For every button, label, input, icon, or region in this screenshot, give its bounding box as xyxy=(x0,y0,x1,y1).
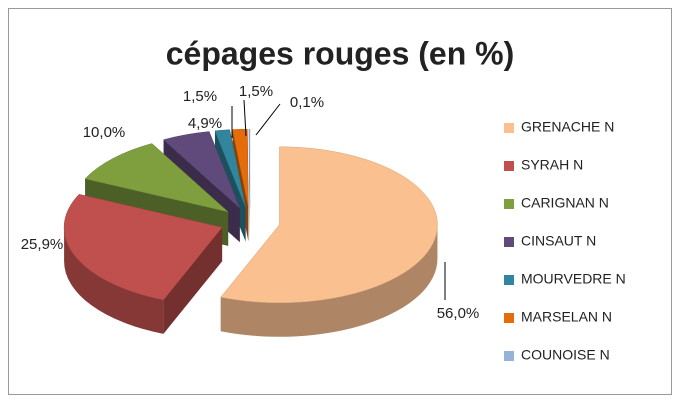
slice xyxy=(163,131,240,209)
legend-label: GRENACHE N xyxy=(521,119,614,135)
data-label: 56,0% xyxy=(437,305,480,322)
slice xyxy=(63,194,223,301)
legend-swatch xyxy=(504,123,514,133)
slice xyxy=(84,143,229,213)
chart-title: cépages rouges (en %) xyxy=(166,35,515,71)
legend-swatch xyxy=(504,313,514,323)
slice-wall xyxy=(220,224,438,337)
legend-label: CARIGNAN N xyxy=(521,195,609,211)
legend-swatch xyxy=(504,161,514,171)
leader-line xyxy=(243,99,247,137)
slice xyxy=(232,128,249,208)
legend-label: MARSELAN N xyxy=(521,309,612,325)
legend-swatch xyxy=(504,237,514,247)
legend-swatch xyxy=(504,199,514,209)
legend-label: CINSAUT N xyxy=(521,233,596,249)
slice xyxy=(248,128,251,208)
data-label: 10,0% xyxy=(83,124,126,141)
legend-swatch xyxy=(504,275,514,285)
data-label: 1,5% xyxy=(183,88,217,105)
legend-swatch xyxy=(504,351,514,361)
legend-label: MOURVEDRE N xyxy=(521,271,626,287)
data-label: 0,1% xyxy=(290,94,324,111)
slice xyxy=(214,129,246,208)
slice xyxy=(220,146,438,304)
leader-line xyxy=(255,103,281,136)
data-label: 25,9% xyxy=(21,236,64,253)
slice-wall xyxy=(64,227,164,334)
data-label: 4,9% xyxy=(188,115,222,132)
legend-label: COUNOISE N xyxy=(521,347,610,363)
legend-label: SYRAH N xyxy=(521,157,583,173)
data-label: 1,5% xyxy=(239,83,273,100)
